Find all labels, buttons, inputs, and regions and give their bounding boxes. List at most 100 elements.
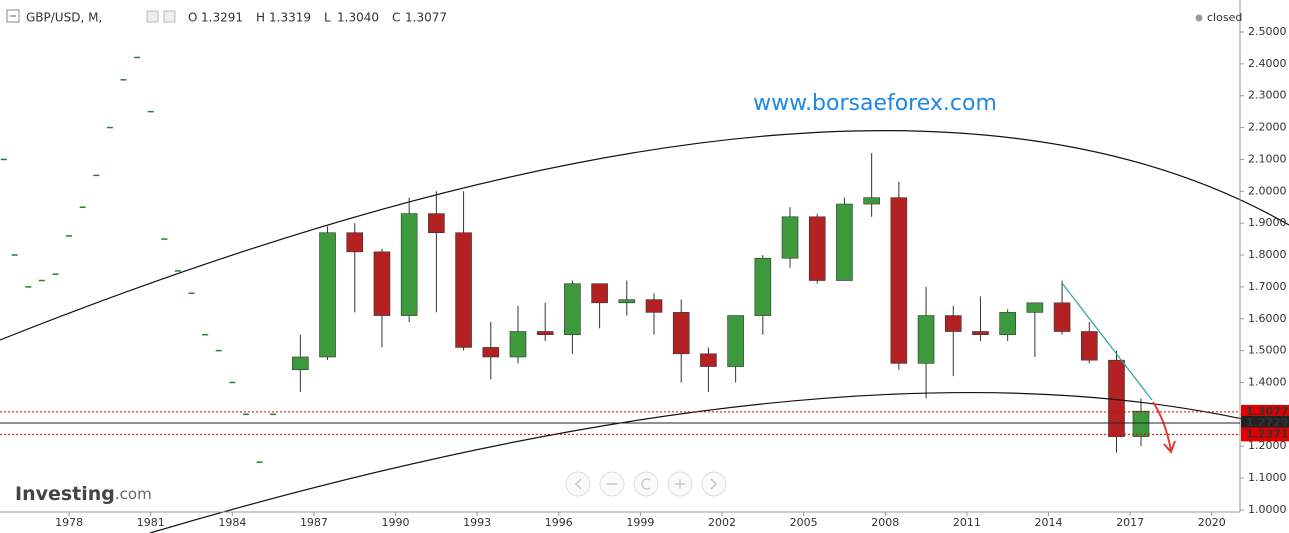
brand: Investing.com	[15, 483, 152, 505]
y-tick-label: 2.2000	[1248, 121, 1287, 134]
candle-body	[292, 356, 309, 371]
candle-body	[346, 232, 364, 253]
candle-body	[1026, 302, 1044, 313]
y-tick-label: 1.9000	[1248, 216, 1287, 229]
candle-body	[917, 315, 935, 364]
x-tick-label: 2005	[790, 516, 818, 529]
candle-body	[1108, 359, 1125, 437]
candle-body	[591, 283, 608, 304]
candle-body	[509, 331, 527, 358]
y-tick-label: 1.4000	[1248, 375, 1287, 388]
ohlc-value: 1.3291	[201, 11, 243, 25]
y-tick-label: 1.6000	[1248, 312, 1287, 325]
plot-area	[0, 56, 1150, 463]
symbol: GBP/USD, M,	[26, 11, 102, 25]
candle-body	[1053, 302, 1071, 332]
y-tick-label: 2.3000	[1248, 89, 1287, 102]
y-tick-label: 1.7000	[1248, 280, 1287, 293]
settings-button[interactable]	[163, 10, 176, 23]
status: closed	[1207, 11, 1242, 24]
ohlc-label: O	[188, 11, 197, 25]
scroll-left[interactable]	[565, 471, 591, 497]
lower-arc	[149, 391, 1289, 533]
ohlc-label: L	[324, 11, 331, 25]
nav-icons	[574, 478, 718, 490]
trend-line	[1061, 282, 1153, 401]
reset[interactable]	[633, 471, 659, 497]
brand-suffix: .com	[115, 485, 152, 503]
ohlc-label: C	[392, 11, 400, 25]
x-tick-label: 1993	[463, 516, 491, 529]
candle-body	[428, 213, 445, 234]
ohlc-legend: O 1.3291 H 1.3319 L 1.3040 C 1.3077	[188, 11, 447, 25]
x-tick-label: 2014	[1034, 516, 1062, 529]
candle-body	[754, 257, 772, 316]
x-tick-label: 1996	[545, 516, 573, 529]
ohlc-value: 1.3077	[405, 11, 447, 25]
price-level-tag	[1241, 404, 1289, 419]
candle-body	[700, 353, 717, 367]
price-level-label: 1.2729	[1246, 416, 1288, 429]
candle-body	[727, 315, 744, 367]
x-tick-label: 2002	[708, 516, 736, 529]
upper-arc	[0, 130, 1289, 341]
scroll-right[interactable]	[701, 471, 727, 497]
price-level-tag	[1241, 427, 1289, 442]
x-tick-label: 1990	[382, 516, 410, 529]
icon-left	[574, 478, 582, 490]
candle-body	[564, 283, 581, 335]
ohlc-label: H	[256, 11, 265, 25]
candle-body	[455, 232, 472, 348]
y-tick-label: 1.1000	[1248, 471, 1287, 484]
y-tick-label: 1.8000	[1248, 248, 1287, 261]
icon-right	[710, 478, 718, 490]
candle-body	[319, 232, 336, 358]
x-tick-label: 1978	[55, 516, 83, 529]
ohlc-value: 1.3040	[337, 11, 379, 25]
candle-body	[890, 197, 908, 364]
x-tick-label: 1987	[300, 516, 328, 529]
y-tick-label: 2.4000	[1248, 57, 1287, 70]
candle-body	[482, 347, 500, 358]
candle-body	[373, 251, 391, 316]
y-tick-label: 1.5000	[1248, 344, 1287, 357]
arrow-head	[1163, 440, 1176, 454]
candle-body	[400, 213, 418, 316]
candle-body	[781, 216, 799, 259]
watermark: www.borsaeforex.com	[753, 91, 997, 116]
candle-body	[672, 312, 690, 355]
settings-button[interactable]	[146, 10, 159, 23]
candle-body	[645, 299, 663, 313]
ohlc-value: 1.3319	[269, 11, 311, 25]
status-dot	[1195, 14, 1203, 22]
x-tick-label: 2020	[1198, 516, 1226, 529]
price-level-label: 1.3077	[1246, 405, 1288, 418]
candle-body	[618, 299, 636, 304]
x-tick-label: 1999	[626, 516, 654, 529]
candle-body	[836, 203, 853, 281]
y-tick-label: 2.0000	[1248, 184, 1287, 197]
x-tick-label: 1984	[218, 516, 246, 529]
candle-body	[536, 331, 554, 335]
price-level-label: 1.2371	[1246, 427, 1288, 440]
price-level-tag	[1241, 415, 1289, 430]
icon-reset	[641, 478, 651, 490]
x-tick-label: 1981	[137, 516, 165, 529]
y-tick-label: 2.5000	[1248, 25, 1287, 38]
y-tick-label: 1.0000	[1248, 503, 1287, 516]
x-tick-label: 2008	[871, 516, 899, 529]
icon-plus	[675, 479, 685, 489]
candle-body	[808, 216, 826, 281]
x-tick-label: 2017	[1116, 516, 1144, 529]
candle-body	[1132, 410, 1150, 437]
candle-body	[863, 197, 880, 205]
candle-body	[972, 331, 989, 335]
y-tick-label: 1.2000	[1248, 439, 1287, 452]
y-tick-label: 2.1000	[1248, 152, 1287, 165]
brand-name: Investing	[15, 483, 115, 505]
candle-body	[944, 315, 962, 332]
x-tick-label: 2011	[953, 516, 981, 529]
candle-body	[1080, 331, 1098, 361]
